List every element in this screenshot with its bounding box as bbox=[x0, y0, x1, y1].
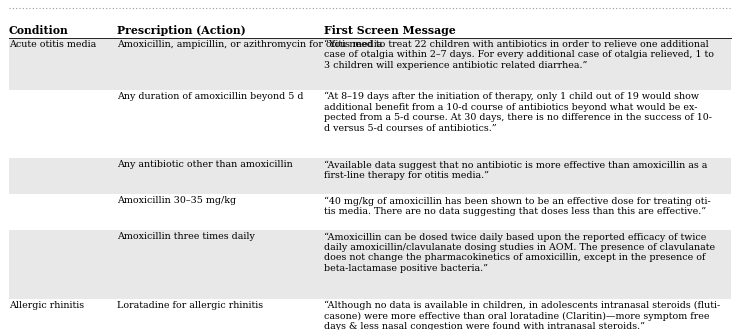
Text: Prescription (Action): Prescription (Action) bbox=[117, 25, 246, 36]
Text: “You need to treat 22 children with antibiotics in order to relieve one addition: “You need to treat 22 children with anti… bbox=[324, 40, 714, 70]
Text: “Amoxicillin can be dosed twice daily based upon the reported efficacy of twice
: “Amoxicillin can be dosed twice daily ba… bbox=[324, 232, 716, 273]
Text: Any duration of amoxicillin beyond 5 d: Any duration of amoxicillin beyond 5 d bbox=[117, 92, 303, 101]
Text: Amoxicillin three times daily: Amoxicillin three times daily bbox=[117, 232, 255, 241]
Text: First Screen Message: First Screen Message bbox=[324, 25, 456, 36]
Text: Amoxicillin, ampicillin, or azithromycin for otitis media: Amoxicillin, ampicillin, or azithromycin… bbox=[117, 40, 383, 49]
Text: “40 mg/kg of amoxicillin has been shown to be an effective dose for treating oti: “40 mg/kg of amoxicillin has been shown … bbox=[324, 196, 711, 216]
Text: Loratadine for allergic rhinitis: Loratadine for allergic rhinitis bbox=[117, 301, 263, 310]
Text: Allergic rhinitis: Allergic rhinitis bbox=[9, 301, 84, 310]
Text: “At 8–19 days after the initiation of therapy, only 1 child out of 19 would show: “At 8–19 days after the initiation of th… bbox=[324, 92, 712, 133]
Text: Any antibiotic other than amoxicillin: Any antibiotic other than amoxicillin bbox=[117, 160, 293, 169]
Text: “Available data suggest that no antibiotic is more effective than amoxicillin as: “Available data suggest that no antibiot… bbox=[324, 160, 707, 180]
Text: Amoxicillin 30–35 mg/kg: Amoxicillin 30–35 mg/kg bbox=[117, 196, 236, 205]
Bar bbox=[9, 230, 731, 299]
Bar bbox=[9, 38, 731, 90]
Bar bbox=[9, 158, 731, 194]
Text: Acute otitis media: Acute otitis media bbox=[9, 40, 96, 49]
Text: “Although no data is available in children, in adolescents intranasal steroids (: “Although no data is available in childr… bbox=[324, 301, 720, 330]
Text: Condition: Condition bbox=[9, 25, 69, 36]
